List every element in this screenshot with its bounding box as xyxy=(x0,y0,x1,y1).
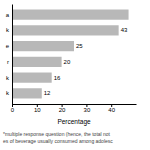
axis-line xyxy=(12,5,13,105)
bar xyxy=(12,25,119,35)
bar xyxy=(12,41,74,51)
bar xyxy=(12,57,62,67)
tick: k xyxy=(6,75,10,81)
tick-label: 30 xyxy=(84,107,91,113)
tick: e xyxy=(6,43,10,49)
axis-title: Percentage xyxy=(57,118,91,126)
bar xyxy=(12,73,52,83)
tick: k xyxy=(6,90,10,96)
bar xyxy=(12,88,42,98)
tick-label: k xyxy=(6,27,10,33)
plot: 0 10 20 30 40 a k e r k k 43 25 20 16 12 xyxy=(6,5,137,113)
tick: 20 xyxy=(59,104,66,113)
y-axis: a k e r k k xyxy=(6,5,13,105)
data-labels: 43 25 20 16 12 xyxy=(44,27,128,96)
data-label: 25 xyxy=(76,43,83,49)
tick: 0 xyxy=(11,104,15,113)
tick: a xyxy=(6,12,10,18)
tick: k xyxy=(6,27,10,33)
x-axis: 0 10 20 30 40 xyxy=(11,104,137,113)
axis-line xyxy=(13,104,137,105)
tick-label: a xyxy=(6,12,10,18)
tick-label: k xyxy=(6,75,10,81)
tick-label: 20 xyxy=(59,107,66,113)
data-label: 12 xyxy=(44,90,51,96)
tick-label: 40 xyxy=(108,107,115,113)
bar xyxy=(12,10,129,20)
data-label: 20 xyxy=(64,59,71,65)
chart: 0 10 20 30 40 a k e r k k 43 25 20 16 12 Percentage *mult… xyxy=(0,0,150,150)
data-label: 43 xyxy=(121,27,128,33)
tick: 40 xyxy=(108,104,115,113)
tick: 10 xyxy=(34,104,41,113)
data-label: 16 xyxy=(54,75,61,81)
tick-label: 0 xyxy=(11,107,15,113)
footnote: *multiple response question (hence, the … xyxy=(3,131,111,137)
tick-label: r xyxy=(7,59,9,65)
tick-label: k xyxy=(6,90,10,96)
tick-label: e xyxy=(6,43,10,49)
tick: 30 xyxy=(84,104,91,113)
tick-label: 10 xyxy=(34,107,41,113)
bars xyxy=(12,10,129,99)
tick: r xyxy=(7,59,9,65)
footnote: es of beverage usually consumed among ad… xyxy=(3,138,113,144)
